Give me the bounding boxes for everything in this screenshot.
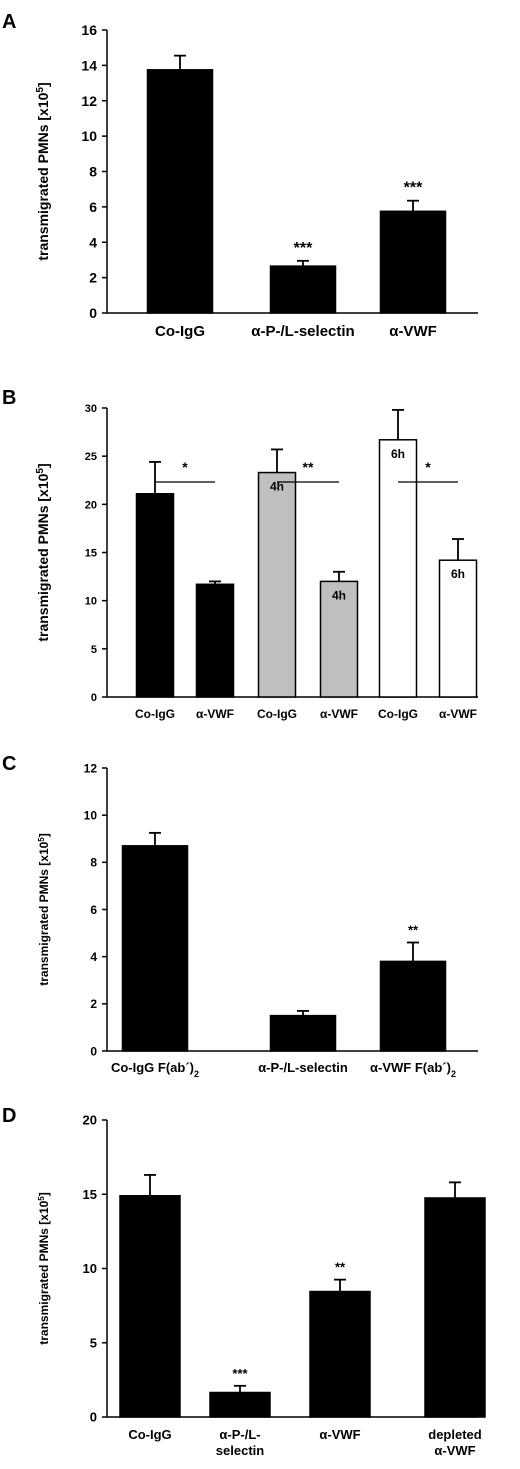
panel-label: C <box>2 753 16 775</box>
bar <box>257 471 297 698</box>
x-category-label: selectin <box>216 1443 264 1458</box>
y-tick-label: 15 <box>85 547 97 559</box>
y-tick-label: 12 <box>84 761 98 775</box>
significance-label: *** <box>404 180 423 197</box>
y-tick-label: 16 <box>81 22 97 38</box>
bar <box>379 210 447 314</box>
bar <box>146 69 214 314</box>
x-category-label: α-VWF <box>196 707 234 721</box>
bar <box>309 1290 371 1418</box>
y-tick-label: 10 <box>85 596 97 608</box>
x-category-label: Co-IgG <box>155 323 205 340</box>
x-category-label: depleted <box>428 1427 482 1442</box>
y-tick-label: 12 <box>81 93 97 109</box>
bar <box>121 845 189 1052</box>
x-category-label: Co-IgG <box>128 1427 171 1442</box>
y-tick-label: 20 <box>85 499 97 511</box>
significance-label: *** <box>232 1366 248 1381</box>
bar <box>135 492 175 698</box>
y-tick-label: 6 <box>90 903 97 917</box>
y-tick-label: 8 <box>89 164 97 180</box>
y-tick-label: 4 <box>89 234 97 250</box>
x-category-label: α-VWF <box>434 1443 475 1458</box>
x-category-label: Co-IgG <box>135 707 175 721</box>
y-tick-label: 10 <box>81 128 97 144</box>
y-tick-label: 14 <box>81 57 97 73</box>
bar-label: 2h <box>208 591 222 605</box>
bar-label: 6h <box>391 447 405 461</box>
x-category-label: Co-IgG <box>378 707 418 721</box>
x-category-label: α-VWF <box>439 707 477 721</box>
y-tick-label: 20 <box>83 1113 97 1128</box>
bar <box>269 265 337 314</box>
significance-label: *** <box>294 240 313 257</box>
bar <box>209 1391 271 1418</box>
y-axis-label: transmigrated PMNs [x105] <box>35 463 52 641</box>
bar <box>319 580 359 698</box>
y-tick-label: 0 <box>90 1044 97 1058</box>
y-tick-label: 30 <box>85 403 97 415</box>
bar-label: 6h <box>451 567 465 581</box>
y-tick-label: 4 <box>90 950 97 964</box>
y-tick-label: 10 <box>83 1261 97 1276</box>
bar-label: 2h <box>148 501 162 515</box>
panel-label: A <box>2 11 16 33</box>
y-axis-label: transmigrated PMNs [x105] <box>35 82 52 260</box>
y-tick-label: 2 <box>89 270 97 286</box>
bar <box>378 439 418 698</box>
y-tick-label: 2 <box>90 997 97 1011</box>
bar <box>119 1194 181 1418</box>
y-tick-label: 0 <box>90 1410 97 1425</box>
x-category-label: α-VWF <box>319 1427 360 1442</box>
bar-label: 4h <box>332 588 346 602</box>
y-tick-label: 5 <box>91 644 97 656</box>
significance-label: * <box>425 459 431 475</box>
x-category-label: α-P-/L-selectin <box>258 1060 348 1075</box>
bar <box>379 960 447 1052</box>
bar-label: 4h <box>270 480 284 494</box>
y-tick-label: 15 <box>83 1187 97 1202</box>
x-category-label: Co-IgG F(ab´)2 <box>111 1060 199 1079</box>
significance-label: ** <box>303 459 314 475</box>
chart-panel-A: A 0 2 4 6 8 10 12 14 16 transmigrated PMNs [x105] C… <box>2 11 478 340</box>
x-category-label: Co-IgG <box>257 707 297 721</box>
y-tick-label: 0 <box>91 692 97 704</box>
chart-panel-B: B 0 5 10 15 20 25 30 transmigrated PMNs [x105] 2h… <box>2 387 478 721</box>
panel-label: B <box>2 387 16 409</box>
bar <box>438 559 478 698</box>
bar <box>269 1014 337 1052</box>
x-category-label: α-VWF F(ab´)2 <box>370 1060 456 1079</box>
y-tick-label: 10 <box>84 808 98 822</box>
x-category-label: α-P-/L-selectin <box>251 323 354 340</box>
bar <box>424 1197 486 1418</box>
x-category-label: α-P-/L- <box>219 1427 260 1442</box>
x-category-label: α-VWF <box>320 707 358 721</box>
significance-label: * <box>182 459 188 475</box>
y-tick-label: 0 <box>89 305 97 321</box>
chart-panel-D: D 0 5 10 15 20 transmigrated PMNs [x105] Co-IgG… <box>2 1105 486 1458</box>
bar <box>195 583 235 698</box>
y-tick-label: 8 <box>90 856 97 870</box>
y-tick-label: 5 <box>90 1335 97 1350</box>
y-axis-label: transmigrated PMNs [x105] <box>37 833 52 986</box>
y-axis-label: transmigrated PMNs [x105] <box>37 1192 52 1345</box>
chart-panel-C: C 0 2 4 6 8 10 12 transmigrated PMNs [x105] Co-Ig… <box>2 753 478 1079</box>
x-category-label: α-VWF <box>389 323 437 340</box>
significance-label: ** <box>408 923 419 938</box>
panel-label: D <box>2 1105 16 1127</box>
significance-label: ** <box>335 1260 346 1275</box>
y-tick-label: 25 <box>85 451 97 463</box>
y-tick-label: 6 <box>89 199 97 215</box>
